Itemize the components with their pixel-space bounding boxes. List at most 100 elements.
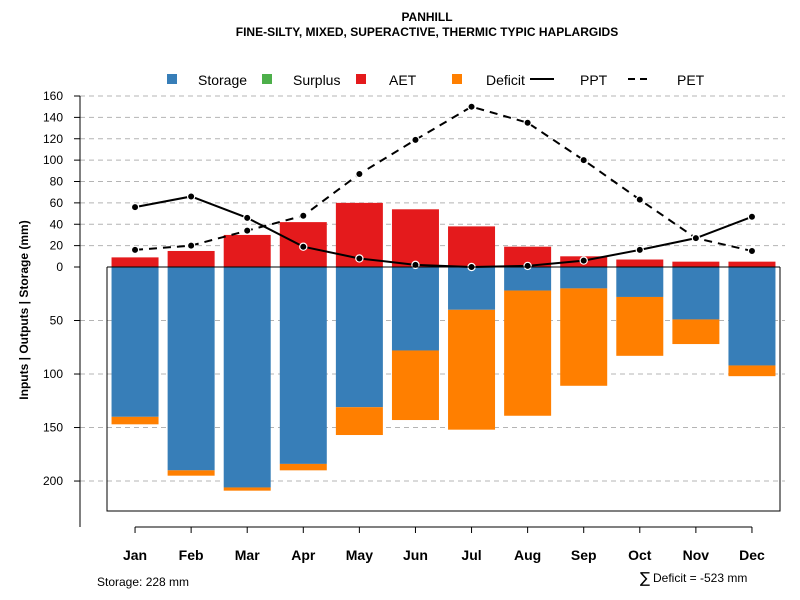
aet-bar: [111, 257, 159, 267]
x-tick-label-feb: Feb: [179, 547, 204, 563]
deficit-bar: [672, 319, 720, 345]
ppt-point: [523, 261, 532, 271]
ppt-line: [134, 195, 753, 269]
aet-bar: [391, 209, 439, 267]
aet-bar: [728, 261, 776, 267]
pet-point: [355, 169, 364, 179]
legend-swatch-storage: [167, 74, 177, 84]
legend-swatch-aet: [356, 74, 366, 84]
ppt-point: [130, 202, 140, 212]
y-tick-label-upper: 60: [50, 196, 64, 210]
storage-bar: [560, 267, 608, 289]
storage-bar: [728, 267, 776, 366]
storage-footnote: Storage: 228 mm: [97, 575, 189, 589]
x-tick-label-sep: Sep: [571, 547, 597, 563]
y-tick-label-upper: 120: [43, 132, 63, 146]
deficit-bar: [728, 365, 776, 377]
ppt-point: [186, 192, 196, 201]
deficit-bar: [504, 290, 552, 416]
storage-bar: [616, 267, 664, 297]
y-axis-label: Inputs | Outputs | Storage (mm): [17, 220, 31, 399]
storage-bar: [279, 267, 327, 464]
y-tick-label-lower: 200: [43, 474, 63, 488]
pet-line: [134, 105, 753, 252]
y-tick-label-lower: 50: [50, 314, 64, 328]
ppt-point: [299, 242, 308, 251]
storage-bar: [111, 267, 159, 417]
legend-label-surplus: Surplus: [293, 72, 340, 88]
storage-bar: [223, 267, 271, 488]
aet-bar: [448, 226, 496, 267]
y-tick-label-upper: 20: [50, 239, 64, 253]
aet-bar: [504, 246, 552, 267]
y-tick-label-lower: 100: [43, 367, 63, 381]
deficit-bar: [335, 407, 383, 436]
storage-bar: [448, 267, 496, 310]
axes: 0 20 40 60 80 100 120 140 160 50 100 150 200 Jan Feb Ma…: [43, 89, 781, 563]
pet-point: [243, 226, 252, 235]
x-tick-label-jul: Jul: [461, 547, 481, 563]
pet-point: [130, 245, 140, 255]
ppt-point: [635, 245, 644, 255]
storage-bar: [504, 267, 552, 291]
x-tick-label-jan: Jan: [123, 547, 147, 563]
y-tick-label-upper: 80: [50, 175, 64, 189]
aet-bar: [167, 250, 215, 267]
chart-subtitle: FINE-SILTY, MIXED, SUPERACTIVE, THERMIC …: [236, 25, 618, 39]
pet-point: [579, 155, 588, 165]
storage-bar: [335, 267, 383, 408]
x-tick-label-aug: Aug: [514, 547, 541, 563]
x-tick-label-mar: Mar: [235, 547, 260, 563]
y-tick-label-upper: 160: [43, 89, 63, 103]
aet-bar: [223, 234, 271, 267]
legend-swatch-deficit: [452, 74, 462, 84]
pet-point: [635, 195, 644, 204]
x-tick-label-nov: Nov: [683, 547, 710, 563]
aet-bar: [672, 261, 720, 267]
legend-label-pet: PET: [677, 72, 705, 88]
ppt-point: [579, 256, 588, 265]
lower-frame: [106, 267, 781, 512]
deficit-bar: [448, 309, 496, 430]
deficit-footnote: Deficit = -523 mm: [653, 571, 747, 585]
legend-swatch-surplus: [262, 74, 272, 84]
bars: [111, 202, 776, 491]
pet-point: [186, 241, 196, 250]
storage-bar: [167, 267, 215, 471]
series-lines: [130, 102, 757, 272]
legend-label-deficit: Deficit: [486, 72, 525, 88]
x-tick-label-apr: Apr: [291, 547, 316, 563]
deficit-bar: [279, 463, 327, 471]
pet-point: [523, 118, 532, 127]
storage-bar: [672, 267, 720, 320]
ppt-point: [691, 233, 701, 243]
aet-bar: [616, 259, 664, 267]
y-tick-label-upper: 0: [56, 260, 63, 274]
pet-point: [747, 246, 757, 256]
x-tick-label-jun: Jun: [403, 547, 428, 563]
y-tick-label-upper: 140: [43, 110, 63, 124]
y-tick-label-lower: 150: [43, 421, 63, 435]
sum-icon: ∑: [640, 569, 650, 587]
deficit-bar: [560, 288, 608, 386]
y-tick-label-upper: 40: [50, 217, 64, 231]
x-tick-label-may: May: [346, 547, 373, 563]
chart-title: PANHILL: [401, 10, 452, 24]
deficit-bar: [616, 296, 664, 356]
deficit-bar: [167, 470, 215, 476]
ppt-point: [355, 254, 364, 263]
legend-label-ppt: PPT: [580, 72, 608, 88]
y-tick-label-upper: 100: [43, 153, 63, 167]
x-tick-label-oct: Oct: [628, 547, 652, 563]
ppt-point: [747, 212, 757, 221]
deficit-bar: [111, 416, 159, 425]
legend-label-storage: Storage: [198, 72, 247, 88]
pet-point: [467, 102, 476, 111]
deficit-bar: [223, 487, 271, 491]
ppt-point: [243, 213, 252, 223]
x-tick-label-dec: Dec: [739, 547, 765, 563]
legend: Storage Surplus AET Deficit PPT PET: [167, 72, 705, 88]
storage-bar: [391, 267, 439, 351]
legend-label-aet: AET: [389, 72, 417, 88]
